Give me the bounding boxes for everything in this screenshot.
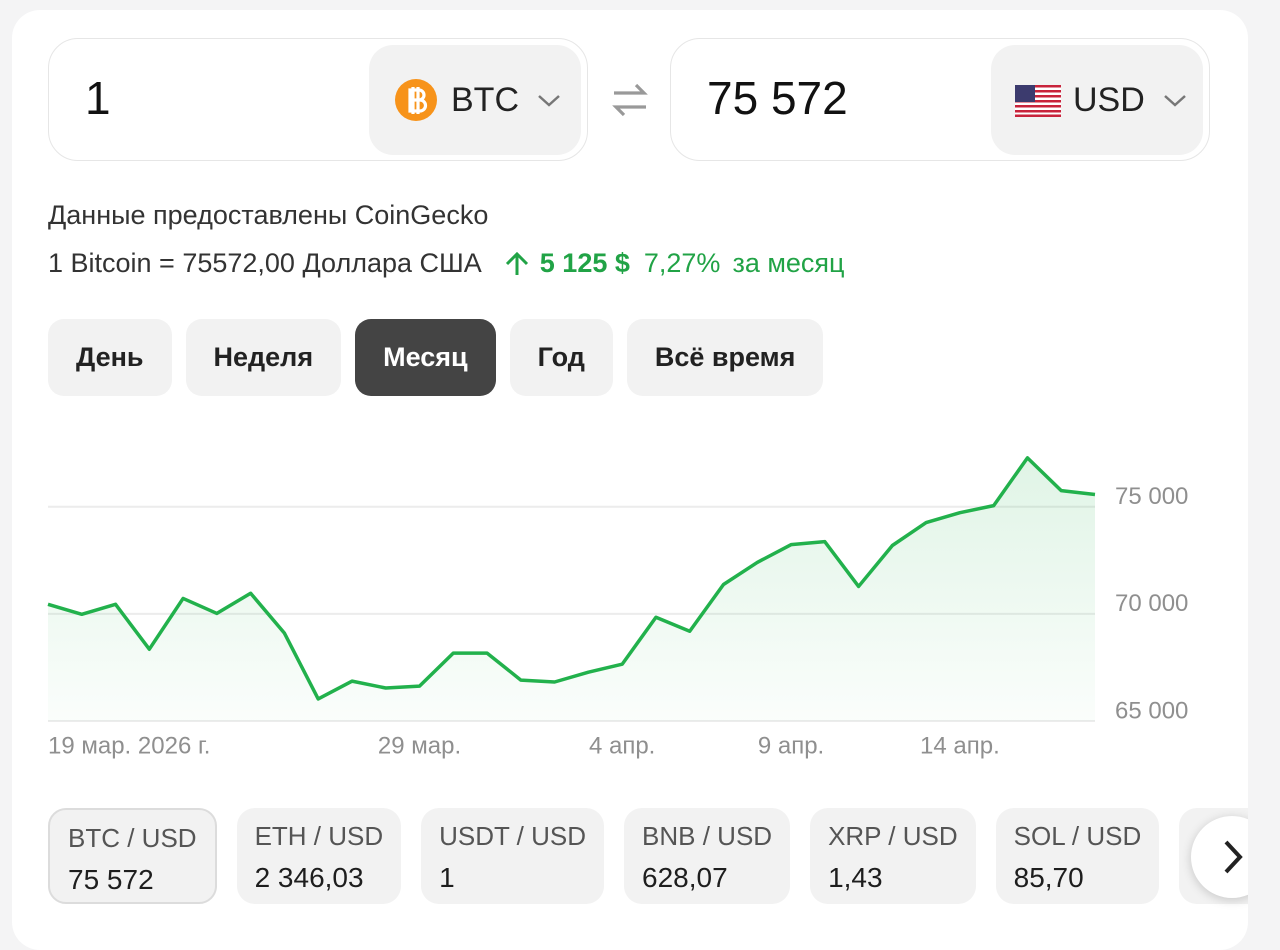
pair-value: 1,43: [828, 862, 883, 893]
pair-name: BNB / USD: [642, 821, 773, 851]
y-tick-label: 75 000: [1115, 483, 1188, 510]
rate-change: 5 125 $: [539, 248, 630, 278]
pair-card[interactable]: XRP / USD 1,43: [810, 808, 976, 904]
rate-text: 1 Bitcoin = 75572,00 Доллара США: [48, 248, 482, 278]
btc-icon: [395, 79, 437, 121]
pair-value: 75 572: [68, 864, 154, 895]
period-tab[interactable]: Неделя: [185, 319, 342, 396]
rate-period: за месяц: [732, 248, 845, 278]
chevron: [538, 95, 560, 107]
pair-value: 1: [439, 862, 455, 893]
to-box: 75 572 USD: [670, 38, 1210, 161]
to-amount[interactable]: 75 572: [707, 72, 848, 124]
area-fill: [48, 457, 1095, 721]
up-arrow: [505, 251, 528, 275]
pair-card[interactable]: BTC / USD 75 572: [48, 808, 217, 904]
from-currency-select[interactable]: BTC: [369, 45, 581, 155]
body: 1 BTC 75 572 USD Данные предоставлены Co…: [12, 10, 1248, 950]
pair-card[interactable]: BNB / USD 628,07: [624, 808, 791, 904]
pair-name: ETH / USD: [254, 821, 384, 851]
x-tick-label: 14 апр.: [920, 732, 1000, 759]
pair-value: 85,70: [1013, 862, 1084, 893]
pair-name: XRP / USD: [828, 821, 958, 851]
period-tab[interactable]: День: [48, 319, 172, 396]
x-tick-label: 4 апр.: [589, 732, 655, 759]
next-button[interactable]: [1191, 816, 1248, 898]
period-tab[interactable]: Месяц: [355, 319, 496, 396]
from-currency: BTC: [451, 81, 519, 119]
period-tab[interactable]: Год: [509, 319, 613, 396]
period-tab[interactable]: Всё время: [626, 319, 824, 396]
pair-card[interactable]: USDT / USD 1: [421, 808, 605, 904]
x-tick-label: 29 мар.: [378, 732, 461, 759]
pair-value: 628,07: [642, 862, 728, 893]
page: BTC USD { "converter": { "from": {"amoun…: [12, 10, 1248, 950]
to-currency: USD: [1073, 81, 1145, 119]
chevron: [1164, 95, 1186, 107]
rate-percent: 7,27%: [643, 248, 721, 278]
x-tick-label: 19 мар. 2026 г.: [48, 732, 210, 759]
price-chart: 65 000 70 000 75 000 19 мар. 2026 г. 29 мар.…: [47, 456, 1188, 759]
rate-line: 1 Bitcoin = 75572,00 Доллара США 5 125 $…: [48, 248, 845, 279]
pair-card[interactable]: ETH / USD 2 346,03: [236, 808, 402, 904]
source-note: Данные предоставлены CoinGecko: [48, 200, 489, 230]
pair-name: USDT / USD: [439, 821, 587, 851]
pair-name: BTC / USD: [68, 823, 197, 853]
pair-list: BTC / USD 75 572 ETH / USD 2 346,03 USDT / U…: [48, 808, 1248, 904]
swap-icon[interactable]: [610, 82, 650, 118]
from-amount[interactable]: 1: [85, 72, 111, 124]
period-tabs: День Неделя Месяц Год Всё время: [48, 319, 824, 396]
converter-card: 1 BTC 75 572 USD Данные предоставлены Co…: [12, 10, 1248, 950]
y-tick-label: 65 000: [1115, 697, 1188, 724]
pair-value: 2 346,03: [254, 862, 364, 893]
us-flag: [1015, 85, 1061, 117]
price-line: [47, 456, 1096, 701]
to-currency-select[interactable]: USD: [991, 45, 1203, 155]
pair-card[interactable]: SOL / USD 85,70: [995, 808, 1160, 904]
next-arrow: [1224, 840, 1243, 874]
x-tick-label: 9 апр.: [758, 732, 824, 759]
pair-name: SOL / USD: [1013, 821, 1142, 851]
from-box: 1 BTC: [48, 38, 588, 161]
y-tick-label: 70 000: [1115, 590, 1188, 617]
